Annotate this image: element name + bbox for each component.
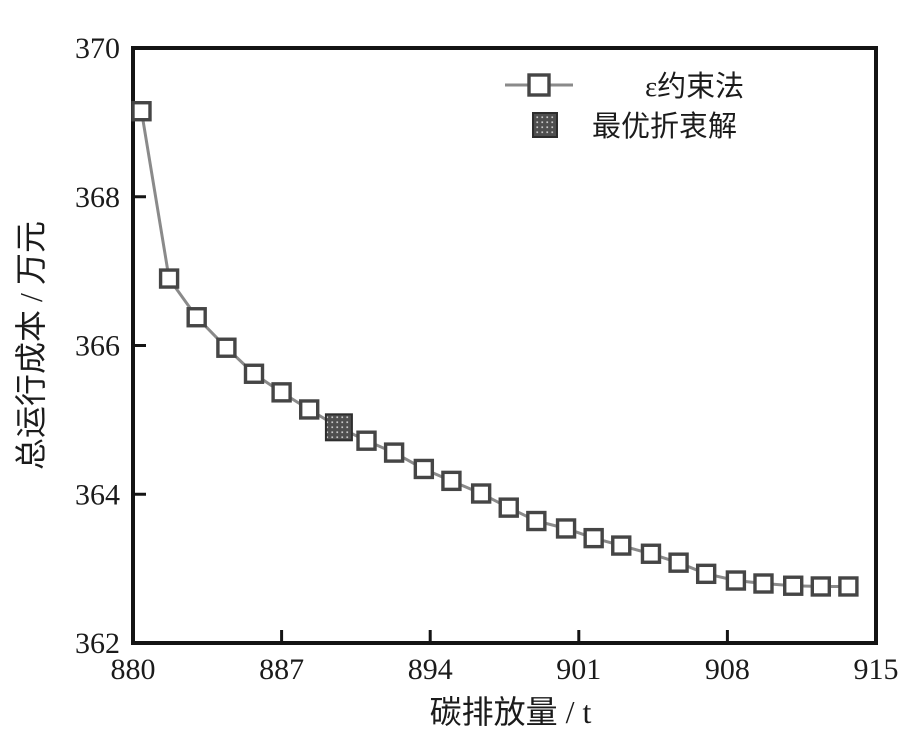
legend-open-square-marker (527, 73, 551, 97)
legend-label-optimal-compromise: 最优折衷解 (592, 110, 737, 143)
data-point-marker (271, 382, 292, 403)
legend-label-epsilon-constraint: ε约束法 (645, 70, 744, 103)
data-point-marker (441, 470, 462, 492)
data-point-marker (783, 575, 804, 596)
data-point-marker (668, 552, 689, 573)
compromise-solution-marker (324, 413, 353, 442)
data-point-marker (383, 442, 405, 463)
y-tick-label: 368 (75, 181, 120, 214)
data-point-marker (526, 510, 547, 532)
data-point-marker (356, 430, 377, 451)
y-tick-label: 362 (75, 627, 120, 660)
data-point-marker (725, 570, 747, 591)
x-axis-title: 碳排放量 / t (430, 694, 592, 730)
data-point-marker (243, 363, 265, 384)
y-axis-title: 总运行成本 / 万元 (13, 221, 49, 470)
data-point-marker (583, 527, 604, 549)
data-point-marker (186, 307, 207, 328)
data-point-marker (810, 576, 832, 597)
data-point-marker (216, 337, 237, 358)
data-point-marker (611, 535, 632, 556)
x-tick-label: 915 (854, 653, 899, 686)
legend-filled-square-marker (532, 112, 558, 138)
data-point-marker (555, 518, 577, 539)
data-point-marker (413, 458, 435, 480)
data-point-marker (158, 268, 180, 289)
data-point-marker (753, 573, 774, 594)
data-point-marker (298, 399, 320, 420)
x-tick-label: 901 (556, 653, 601, 686)
data-point-marker (695, 563, 717, 585)
data-point-marker (470, 483, 492, 504)
x-tick-label: 894 (408, 653, 453, 686)
x-tick-label: 887 (259, 653, 304, 686)
y-tick-label: 370 (75, 32, 120, 65)
data-point-marker (498, 497, 519, 518)
x-tick-label: 880 (111, 653, 156, 686)
x-tick-label: 908 (705, 653, 750, 686)
y-tick-label: 366 (75, 330, 120, 363)
plot-frame (131, 46, 878, 645)
data-point-marker (131, 101, 152, 122)
data-point-marker (838, 576, 859, 597)
y-tick-label: 364 (75, 478, 120, 511)
data-point-marker (640, 543, 662, 564)
